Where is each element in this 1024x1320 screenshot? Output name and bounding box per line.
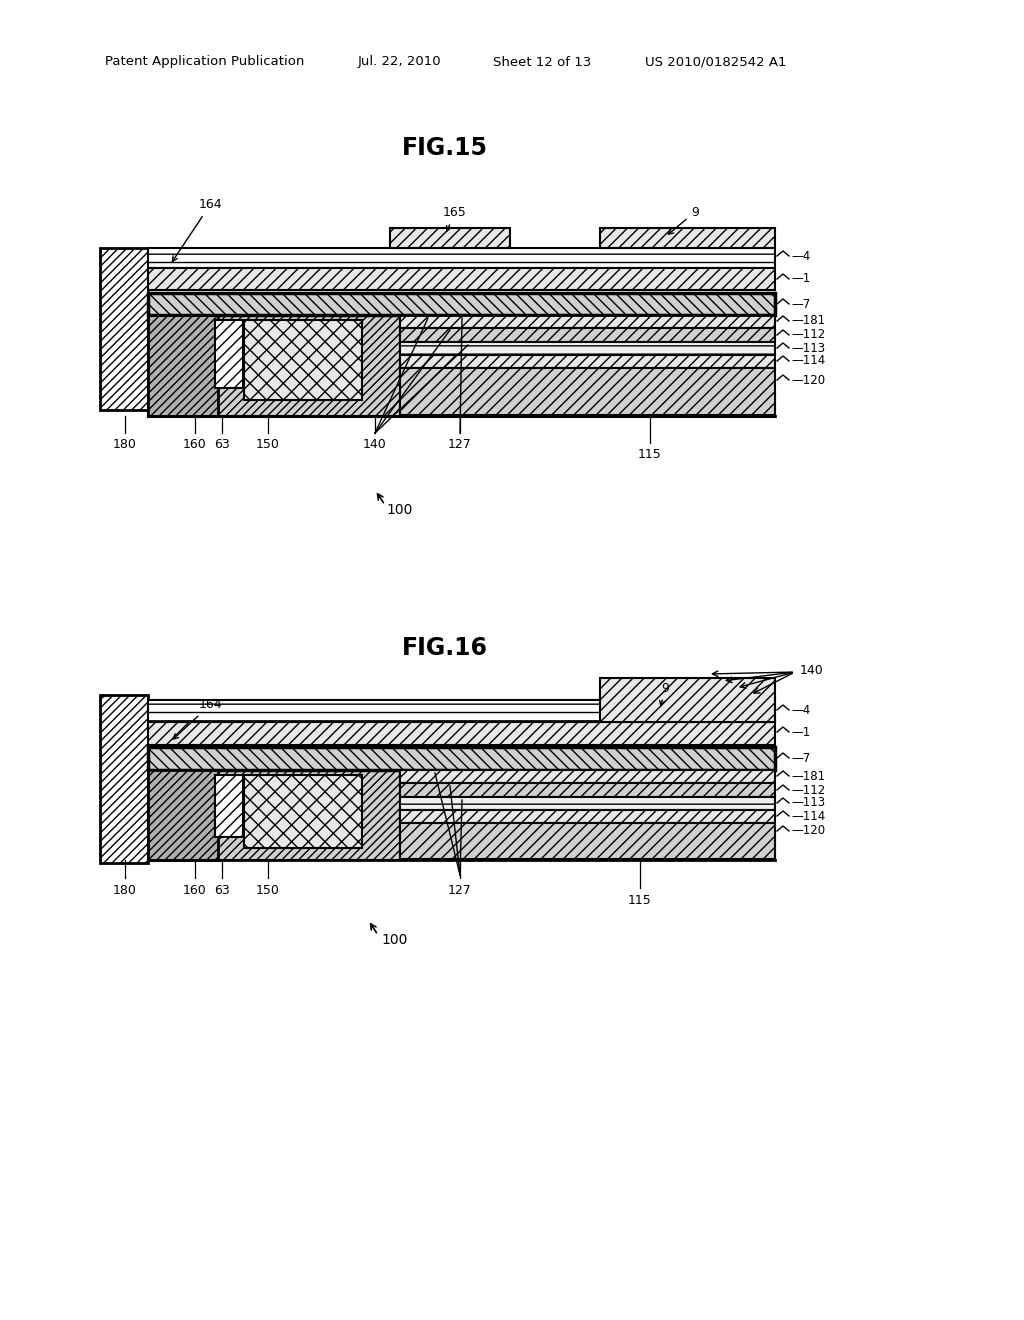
Text: —113: —113 <box>791 796 825 809</box>
Bar <box>244 319 362 400</box>
Bar <box>148 268 775 290</box>
Bar <box>148 293 775 315</box>
Text: 140: 140 <box>364 438 387 451</box>
Text: 180: 180 <box>113 883 137 896</box>
Bar <box>148 315 218 416</box>
Text: 63: 63 <box>214 438 229 451</box>
Bar <box>600 678 775 722</box>
Text: —120: —120 <box>791 374 825 387</box>
Bar <box>148 838 775 861</box>
Text: 150: 150 <box>256 438 280 451</box>
Bar <box>148 700 775 722</box>
Bar <box>148 315 400 416</box>
Text: US 2010/0182542 A1: US 2010/0182542 A1 <box>645 55 786 69</box>
Bar <box>400 783 775 797</box>
Text: 160: 160 <box>183 883 207 896</box>
Bar <box>100 248 148 411</box>
Text: 150: 150 <box>256 883 280 896</box>
Text: —181: —181 <box>791 314 825 327</box>
Bar <box>148 722 775 744</box>
Bar <box>244 775 362 847</box>
Bar <box>148 747 775 770</box>
Text: —7: —7 <box>791 751 810 764</box>
Bar <box>400 315 775 327</box>
Text: —113: —113 <box>791 342 825 355</box>
Text: 164: 164 <box>172 198 222 261</box>
Text: 100: 100 <box>382 933 409 946</box>
Text: —114: —114 <box>791 809 825 822</box>
Bar <box>400 770 775 783</box>
Text: —1: —1 <box>791 272 810 285</box>
Text: —1: —1 <box>791 726 810 738</box>
Bar <box>400 368 775 414</box>
Text: 165: 165 <box>443 206 467 231</box>
Text: —120: —120 <box>791 825 825 837</box>
Text: 180: 180 <box>113 438 137 451</box>
Bar <box>400 327 775 342</box>
Text: —112: —112 <box>791 329 825 342</box>
Text: Patent Application Publication: Patent Application Publication <box>105 55 304 69</box>
Text: —114: —114 <box>791 355 825 367</box>
Text: Jul. 22, 2010: Jul. 22, 2010 <box>358 55 441 69</box>
Text: FIG.15: FIG.15 <box>402 136 488 160</box>
Text: 9: 9 <box>659 681 669 706</box>
Text: 115: 115 <box>628 894 652 907</box>
Text: —181: —181 <box>791 770 825 783</box>
Text: —4: —4 <box>791 704 810 717</box>
Text: 63: 63 <box>214 883 229 896</box>
Bar <box>148 770 400 861</box>
Bar <box>400 810 775 822</box>
Text: 160: 160 <box>183 438 207 451</box>
Bar <box>400 355 775 368</box>
Text: 164: 164 <box>173 698 222 739</box>
Text: 115: 115 <box>638 449 662 462</box>
Text: Sheet 12 of 13: Sheet 12 of 13 <box>493 55 591 69</box>
Text: 140: 140 <box>800 664 823 676</box>
Bar <box>215 775 243 837</box>
Text: 100: 100 <box>387 503 414 517</box>
Text: FIG.16: FIG.16 <box>402 636 488 660</box>
Bar <box>148 770 218 861</box>
Text: —4: —4 <box>791 249 810 263</box>
Text: 9: 9 <box>669 206 699 234</box>
Bar <box>400 797 775 810</box>
Bar <box>400 822 775 859</box>
Text: —112: —112 <box>791 784 825 796</box>
Bar <box>148 248 775 268</box>
Bar <box>400 342 775 355</box>
Bar <box>390 228 510 248</box>
Bar <box>100 696 148 863</box>
Text: 127: 127 <box>449 438 472 451</box>
Bar <box>148 395 775 417</box>
Text: —7: —7 <box>791 297 810 310</box>
Bar <box>600 228 775 248</box>
Text: 127: 127 <box>449 883 472 896</box>
Bar <box>215 319 243 388</box>
